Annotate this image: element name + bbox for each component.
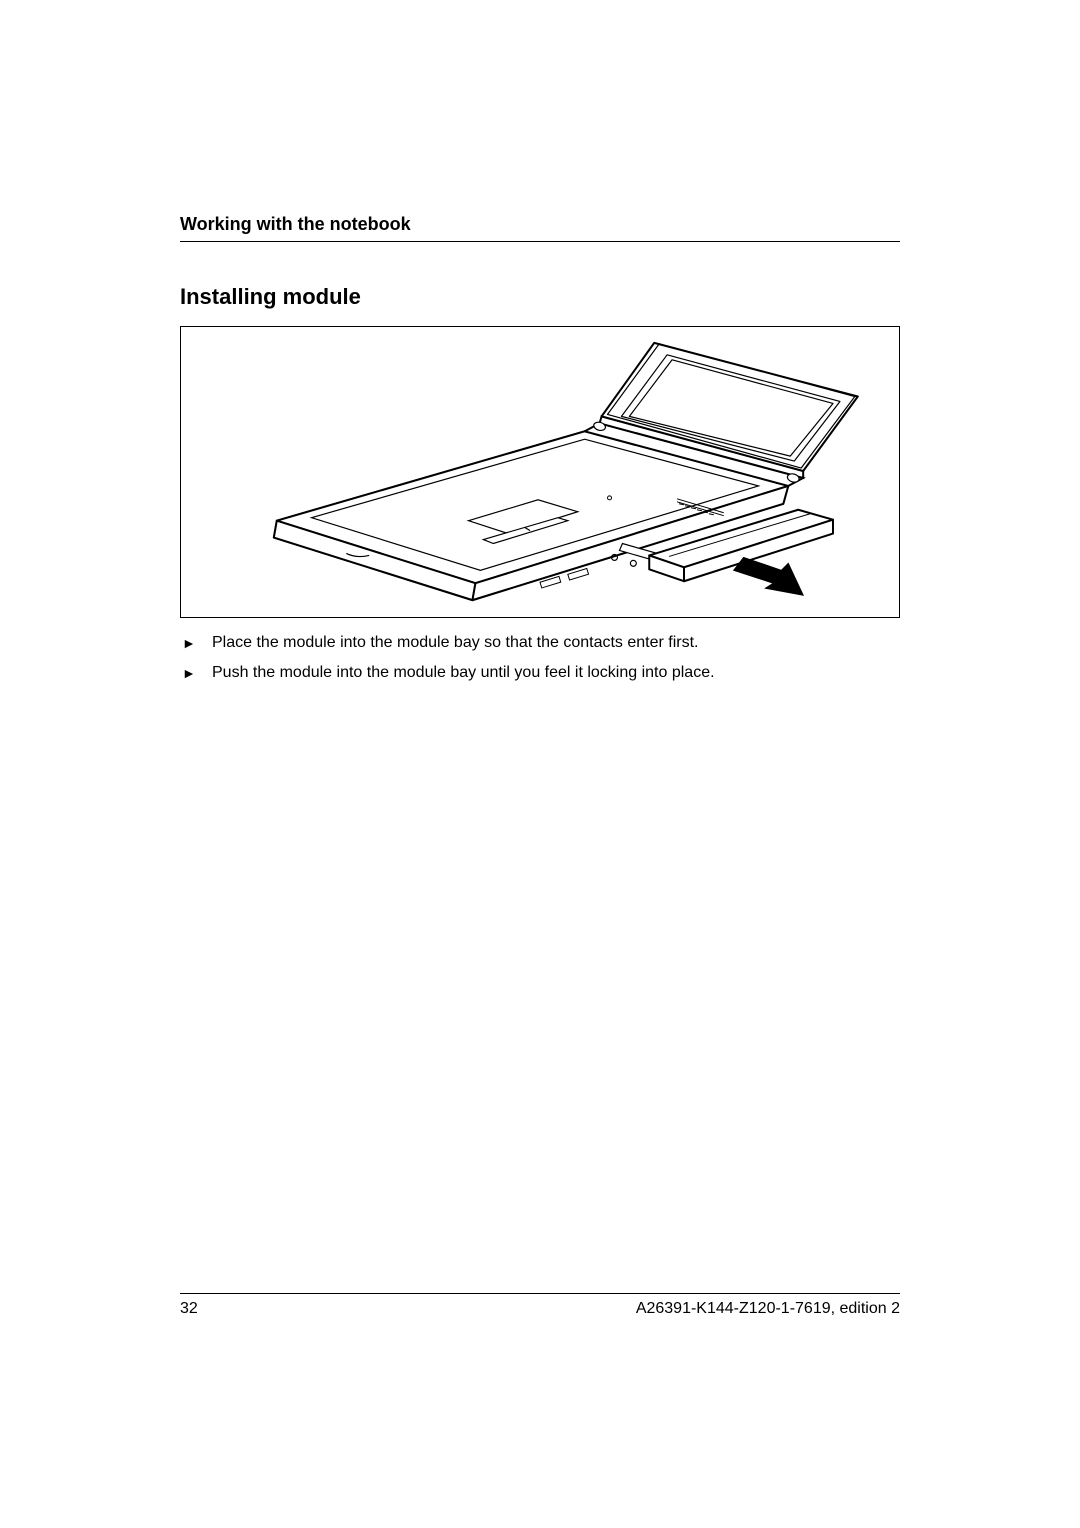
instruction-item: ► Place the module into the module bay s… bbox=[180, 632, 900, 654]
instruction-list: ► Place the module into the module bay s… bbox=[180, 632, 900, 685]
header-divider bbox=[180, 241, 900, 242]
figure-illustration bbox=[180, 326, 900, 618]
page-number: 32 bbox=[180, 1300, 198, 1318]
instruction-item: ► Push the module into the module bay un… bbox=[180, 662, 900, 684]
page-footer: 32 A26391-K144-Z120-1-7619, edition 2 bbox=[180, 1293, 900, 1318]
bullet-icon: ► bbox=[180, 662, 212, 684]
section-heading: Installing module bbox=[180, 284, 900, 310]
bullet-icon: ► bbox=[180, 632, 212, 654]
instruction-text: Push the module into the module bay unti… bbox=[212, 662, 900, 684]
instruction-text: Place the module into the module bay so … bbox=[212, 632, 900, 654]
doc-id: A26391-K144-Z120-1-7619, edition 2 bbox=[636, 1300, 900, 1318]
chapter-title: Working with the notebook bbox=[180, 214, 900, 235]
footer-divider bbox=[180, 1293, 900, 1294]
